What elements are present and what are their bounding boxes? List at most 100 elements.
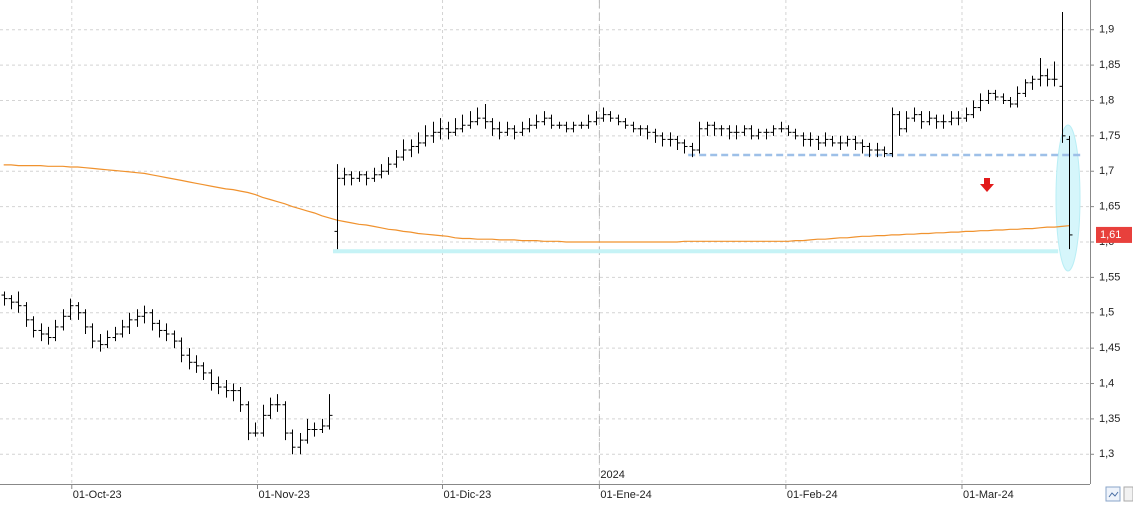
ohlc-bar [1,291,8,306]
axes: 1,31,351,41,451,51,551,61,651,71,751,81,… [71,24,1132,501]
ohlc-bar [644,125,651,140]
ohlc-bar [200,362,207,380]
ohlc-bar [141,305,148,324]
zoom-icon [1108,491,1119,498]
ohlc-bar [1066,135,1073,250]
ohlc-bar [208,369,215,391]
y-tick-label: 1,3 [1099,448,1114,460]
ohlc-bar [585,114,592,129]
ohlc-bar [748,125,755,140]
ohlc-bar [97,333,104,352]
x-tick-label: 01-Mar-24 [963,489,1014,501]
ohlc-bar [718,125,725,136]
ohlc-bar [156,319,163,338]
ohlc-bar [126,312,133,334]
ohlc-bar [852,135,859,151]
ohlc-bar [326,394,333,430]
ohlc-bar [578,121,585,129]
ohlc-bar [223,379,230,398]
ohlc-bar [252,422,259,437]
ohlc-bar [1044,68,1051,87]
ohlc-bar [400,139,407,161]
ohlc-bar [445,121,452,140]
ohlc-bar [348,171,355,186]
ohlc-bar [940,114,947,129]
x-tick-label: 01-Feb-24 [787,489,838,501]
year-label: 2024 [600,469,624,481]
ohlc-bar [704,121,711,136]
ohlc-bar [119,319,126,338]
ohlc-bar [422,125,429,147]
ohlc-bar [615,114,622,126]
ohlc-bar [593,111,600,126]
ohlc-bar [1037,58,1044,87]
ohlc-bar [733,125,740,140]
ohlc-bar [926,111,933,126]
ohlc-bar [874,142,881,158]
ohlc-bar [112,326,119,342]
ohlc-bar [763,128,770,140]
ohlc-bar [459,114,466,133]
ohlc-bar [245,401,252,441]
ohlc-bar [977,93,984,112]
ohlc-bar [1051,61,1058,87]
ohlc-bar [260,404,267,437]
ohlc-bar [371,167,378,182]
ohlc-bar [82,309,89,334]
ohlc-bar [755,128,762,140]
ohlc-bar [630,121,637,133]
ohlc-bar [985,89,992,105]
ohlc-bar [430,121,437,143]
ohlc-bar [186,348,193,370]
price-tag-label: 1,61 [1100,229,1121,241]
ohlc-bar [903,111,910,133]
ohlc-bar [415,132,422,154]
ohlc-bar [600,107,607,122]
ohlc-bar [792,128,799,140]
ohlc-bar [881,146,888,158]
ohlc-bar [467,111,474,129]
y-tick-label: 1,55 [1099,271,1120,283]
ohlc-bar [896,111,903,136]
ohlc-bar [689,142,696,158]
annotations [332,124,1081,272]
ohlc-bar [741,125,748,136]
ohlc-bar [363,171,370,186]
ohlc-bar [38,323,45,342]
ohlc-bar [866,142,873,158]
ohlc-bar [511,125,518,140]
ohlc-bar [437,118,444,140]
ohlc-bar [489,118,496,136]
moving-average [3,164,1070,243]
ohlc-bar [1059,12,1066,143]
ohlc-bar [289,429,296,455]
ohlc-bar [215,376,222,395]
ohlc-bar [334,164,341,250]
ohlc-bar [548,114,555,129]
ohlc-bar [607,111,614,122]
ohlc-bar [385,157,392,175]
ohlc-bar [807,132,814,147]
ohlc-bar [30,316,37,338]
ohlc-bar [45,326,52,345]
x-tick-label: 01-Oct-23 [73,489,122,501]
ohlc-bar [1022,79,1029,97]
ohlc-bar [541,111,548,126]
ohlc-bar [67,298,74,320]
ohlc-bar [570,121,577,133]
settings-button[interactable] [1123,486,1133,502]
ohlc-bar [563,121,570,133]
y-tick-label: 1,75 [1099,130,1120,142]
ohlc-bar [304,418,311,444]
x-tick-label: 01-Ene-24 [600,489,651,501]
y-tick-label: 1,5 [1099,307,1114,319]
ohlc-bar [519,121,526,136]
ohlc-bar [134,309,141,327]
y-tick-label: 1,7 [1099,165,1114,177]
ohlc-bar [496,121,503,140]
ohlc-bar [75,302,82,320]
ohlc-bar [778,121,785,133]
ohlc-bar [171,330,178,349]
